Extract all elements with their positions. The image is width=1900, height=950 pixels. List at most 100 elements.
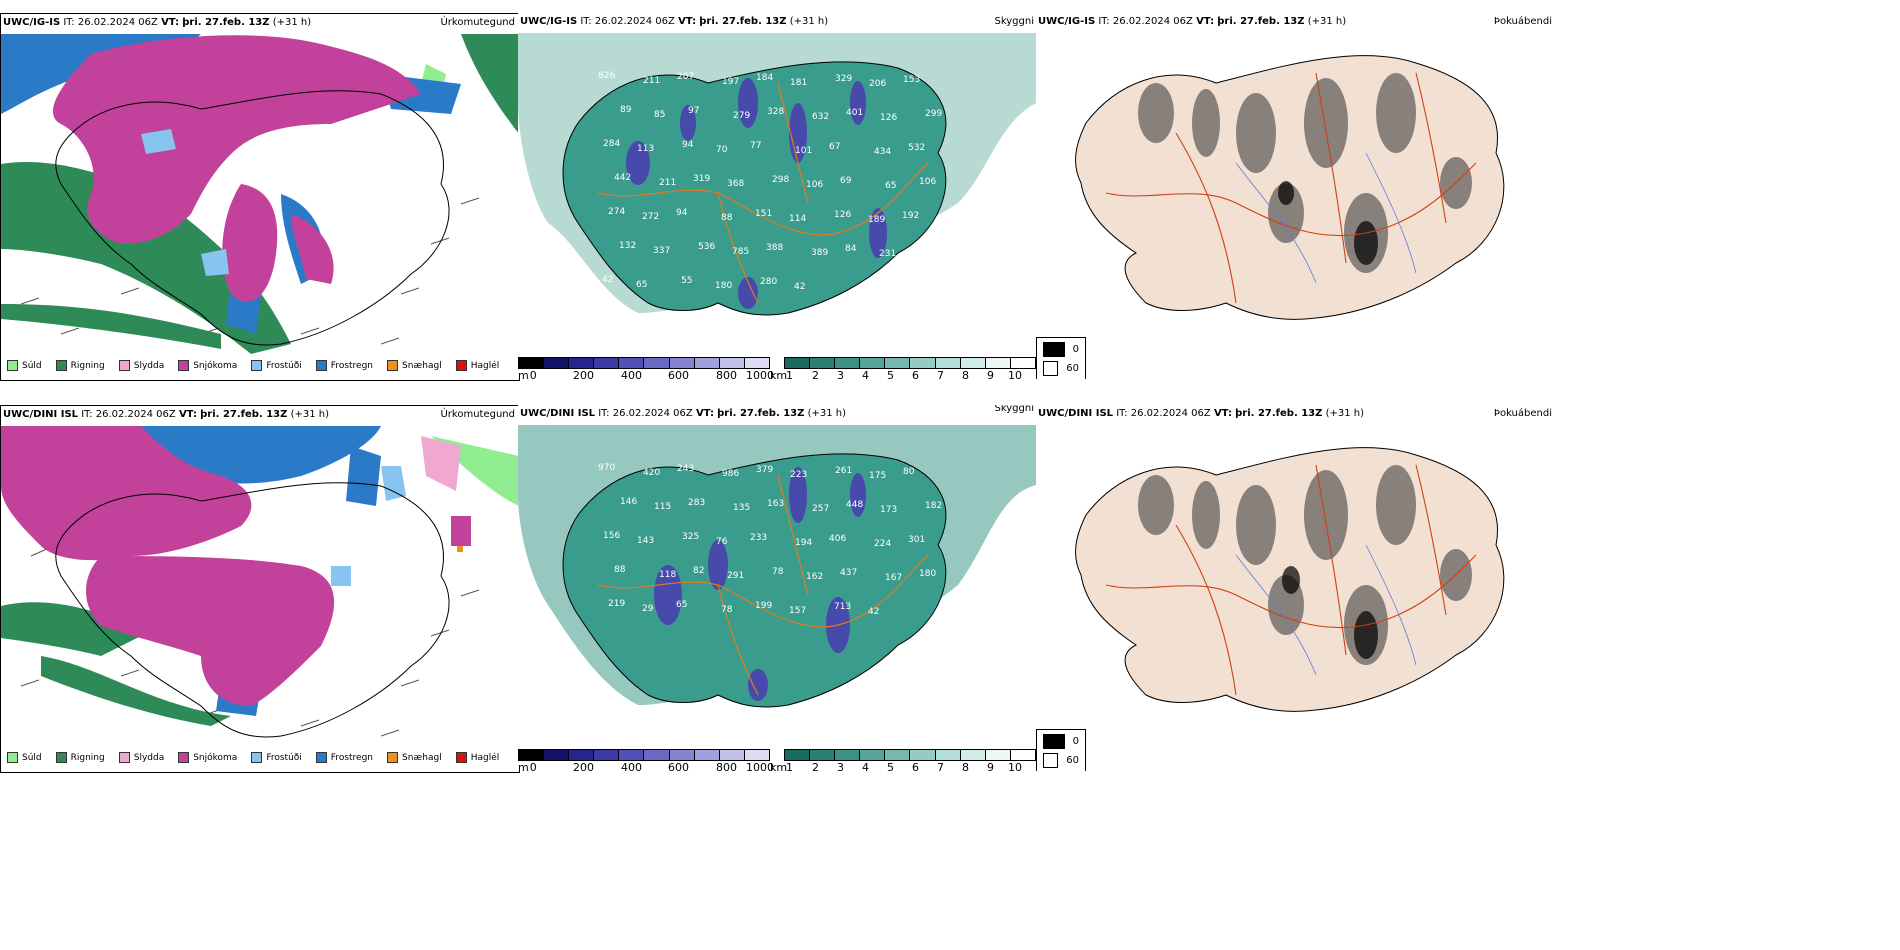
cloud-base-labels: 826 211 207 197 184 181 329 206 153 89 85 97 279 328 6… xyxy=(598,71,942,292)
cloud-base-value: 65 xyxy=(885,181,896,191)
frostregn-area xyxy=(141,426,381,716)
cloud-base-value: 224 xyxy=(874,539,891,549)
cloud-base-value: 157 xyxy=(789,606,806,616)
legend-swatch xyxy=(118,360,130,371)
cloud-base-value: 82 xyxy=(693,566,704,576)
precip-map xyxy=(1,426,519,738)
frostudi-area xyxy=(331,466,406,586)
cloud-base-value: 437 xyxy=(840,568,857,578)
legend-swatch xyxy=(251,360,263,371)
cloud-base-value: 88 xyxy=(614,565,626,575)
cloud-base-value: 434 xyxy=(874,147,891,157)
legend-swatch xyxy=(7,360,18,371)
road-network xyxy=(1105,464,1477,696)
cloud-base-value: 89 xyxy=(620,105,632,115)
cloud-base-value: 206 xyxy=(869,79,886,89)
cloud-visibility-map: 970 420 243 986 379 223 261 175 80 146 115 283 135 16… xyxy=(518,425,1036,708)
legend-swatch xyxy=(178,360,190,371)
cloud-base-value: 368 xyxy=(727,179,744,189)
cloud-base-value: 219 xyxy=(608,599,625,609)
cloud-base-value: 532 xyxy=(908,143,925,153)
colorbar-segment xyxy=(594,750,620,760)
snow-area xyxy=(52,35,421,302)
colorbar-segment xyxy=(594,358,620,368)
panel-title: UWC/IG-IS IT: 26.02.2024 06Z VT: þri. 27… xyxy=(1038,16,1347,27)
cloud-base-value: 279 xyxy=(733,111,750,121)
legend-swatch xyxy=(118,752,130,763)
panel-variable-label: Úrkomutegund xyxy=(440,409,515,420)
cloud-base-value: 42 xyxy=(602,275,613,285)
colorbar-segment xyxy=(719,358,745,368)
colorbar-segment xyxy=(785,358,811,368)
legend-swatch xyxy=(55,752,67,763)
cloud-base-value: 106 xyxy=(806,180,823,190)
colorbar-segment xyxy=(910,358,936,368)
cloud-base-value: 207 xyxy=(677,72,694,82)
cloud-base-value: 42 xyxy=(794,282,805,292)
legend-item: Rigning xyxy=(55,752,105,763)
cloud-base-value: 231 xyxy=(879,249,896,259)
cloud-base-value: 84 xyxy=(845,244,857,254)
colorbar-segment xyxy=(860,358,886,368)
rivers xyxy=(1235,152,1417,284)
cloud-base-value: 243 xyxy=(677,464,694,474)
colorbar-segment xyxy=(1010,750,1035,760)
panel-title: UWC/IG-IS IT: 26.02.2024 06Z VT: þri. 27… xyxy=(3,17,312,28)
fog-legend: 0 60 xyxy=(1036,337,1086,379)
cloud-base-value: 69 xyxy=(840,176,852,186)
cloud-base-colorbar xyxy=(518,357,770,369)
fog-legend-item: 0 xyxy=(1043,342,1079,357)
cloud-base-value: 379 xyxy=(756,465,773,475)
cloud-base-value: 66 xyxy=(924,245,936,255)
cloud-base-value: 135 xyxy=(733,503,750,513)
cloud-base-value: 70 xyxy=(716,145,728,155)
colorbar-segment xyxy=(885,750,911,760)
visibility-ticks: km 1 2 3 4 5 6 7 8 9 10 xyxy=(770,369,1022,379)
rivers xyxy=(1235,544,1417,676)
cloud-base-value: 389 xyxy=(811,248,828,258)
cloud-base-value: 970 xyxy=(598,463,615,473)
cloud-base-value: 151 xyxy=(755,209,772,219)
panel-title: UWC/IG-IS IT: 26.02.2024 06Z VT: þri. 27… xyxy=(520,16,829,27)
legend-item: Frostúði xyxy=(251,752,302,763)
cloud-base-value: 233 xyxy=(750,533,767,543)
cloud-base-colorbar xyxy=(518,749,770,761)
colorbar-segment xyxy=(669,358,695,368)
precip-type-legend: Súld Rigning Slydda Snjókoma Frostúði Fr… xyxy=(7,752,499,763)
cloud-base-value: 156 xyxy=(603,531,620,541)
panel-variable-label: Skyggni xyxy=(994,405,1034,414)
colorbar-segment xyxy=(544,358,570,368)
snaehagl-spot xyxy=(457,546,463,552)
cloud-base-value: 420 xyxy=(643,468,660,478)
cloud-base-value: 406 xyxy=(829,534,846,544)
fog-shading xyxy=(1138,73,1472,273)
cloud-base-value: 785 xyxy=(732,247,749,257)
cloud-base-value: 261 xyxy=(835,466,852,476)
colorbar-segment xyxy=(885,358,911,368)
legend-swatch xyxy=(1043,734,1065,749)
cloud-base-value: 986 xyxy=(722,469,739,479)
legend-swatch xyxy=(455,360,467,371)
colorbar-segment xyxy=(744,358,769,368)
colorbar-segment xyxy=(835,750,861,760)
fog-indicator-panel-bottom: UWC/DINI ISL IT: 26.02.2024 06Z VT: þri.… xyxy=(1036,405,1556,771)
cloud-base-value: 298 xyxy=(772,175,789,185)
legend-item: Haglél xyxy=(455,752,499,763)
fog-map xyxy=(1075,55,1505,320)
cloud-base-value: 163 xyxy=(767,499,784,509)
cloud-base-value: 257 xyxy=(812,504,829,514)
cloud-base-value: 280 xyxy=(760,277,777,287)
cloud-base-value: 42 xyxy=(868,607,879,617)
panel-title: UWC/DINI ISL IT: 26.02.2024 06Z VT: þri.… xyxy=(520,408,847,419)
iceland-outline xyxy=(55,90,450,346)
low-cloud-patches xyxy=(654,467,866,701)
cloud-base-value: 713 xyxy=(834,602,851,612)
cloud-base-labels: 970 420 243 986 379 223 261 175 80 146 115 283 135 16… xyxy=(598,463,942,617)
colorbar-segment xyxy=(935,358,961,368)
legend-swatch xyxy=(1043,342,1065,357)
legend-item: Frostúði xyxy=(251,360,302,371)
iceland-landmass xyxy=(562,61,947,316)
cloud-base-value: 211 xyxy=(643,76,660,86)
cloud-base-value: 283 xyxy=(688,498,705,508)
colorbar-segment xyxy=(519,358,545,368)
